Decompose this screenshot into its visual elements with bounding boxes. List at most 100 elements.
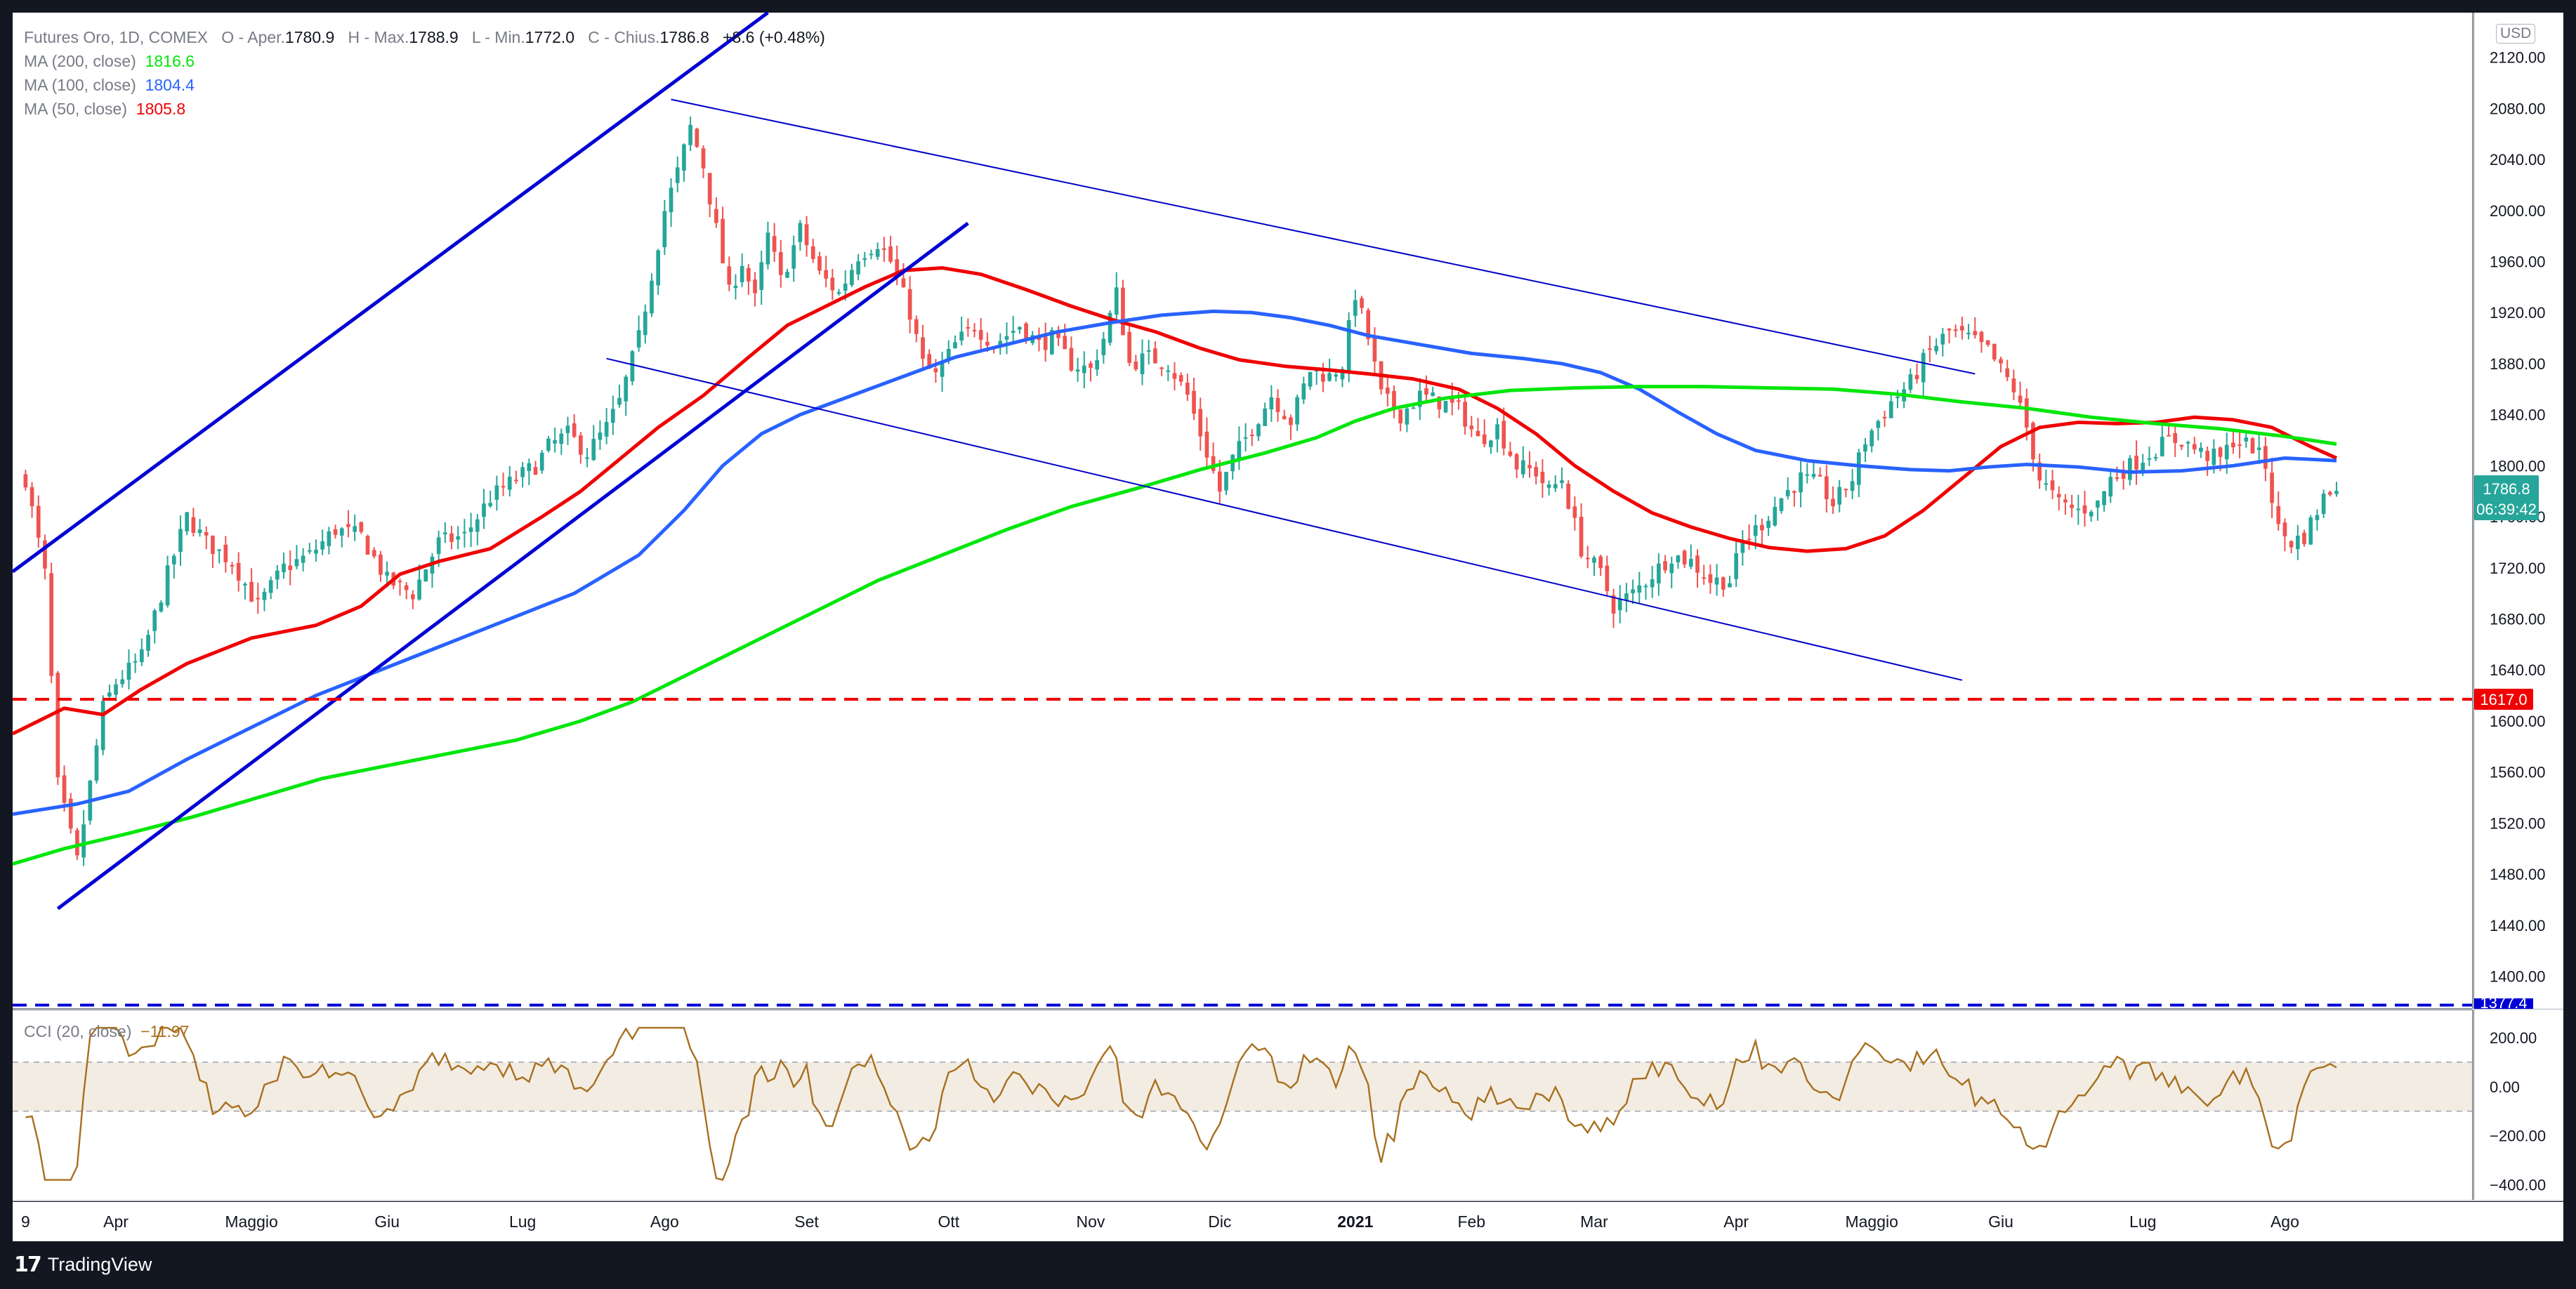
candle-body <box>2199 447 2203 452</box>
price-axis-pane[interactable] <box>2474 13 2563 1200</box>
candle-body <box>946 349 951 361</box>
candle-body <box>2031 423 2035 460</box>
trendline[interactable] <box>11 11 769 574</box>
candle-body <box>1192 390 1196 414</box>
time-axis-pane[interactable] <box>13 1202 2563 1241</box>
ma200-legend[interactable]: MA (200, close) 1816.6 <box>24 52 195 70</box>
cci-value: −11.97 <box>140 1022 190 1040</box>
candle-body <box>1263 408 1268 426</box>
cci-axis: 200.00 0.00 −200.00 −400.00 <box>2490 1029 2546 1194</box>
candle-body <box>327 531 331 546</box>
candle-body <box>1624 593 1629 601</box>
candle-body <box>120 679 125 685</box>
tradingview-logo[interactable]: 𝟭𝟳 TradingView <box>14 1252 152 1277</box>
candle-body <box>1592 557 1596 563</box>
candle-body <box>1508 451 1513 456</box>
trendline[interactable] <box>671 98 1976 375</box>
currency-badge[interactable]: USD <box>2496 24 2536 44</box>
candle-body <box>2244 437 2249 442</box>
candle-body <box>2289 541 2294 548</box>
candle-body <box>1985 340 1990 345</box>
candle-body <box>675 167 680 183</box>
bottom-level-tag: 1377.4 <box>2474 994 2533 1012</box>
candle-body <box>223 544 228 562</box>
candle-body <box>1837 487 1842 505</box>
candle-body <box>501 486 506 488</box>
price-tick-label: 2120.00 <box>2490 49 2546 67</box>
candle-body <box>23 474 28 488</box>
candle-body <box>379 554 383 575</box>
candle-body <box>217 549 221 551</box>
candle-body <box>1450 396 1454 403</box>
candle-body <box>2270 472 2274 503</box>
price-pane[interactable] <box>13 13 2472 1008</box>
candle-body <box>2250 438 2255 454</box>
candle-body <box>1185 383 1190 395</box>
candle-body <box>243 583 247 586</box>
candle-body <box>2302 532 2306 544</box>
tradingview-wordmark: TradingView <box>47 1254 152 1275</box>
candle-body <box>191 517 196 533</box>
candle-body <box>630 351 635 382</box>
candle-body <box>1282 416 1287 419</box>
svg-text:1617.0: 1617.0 <box>2480 691 2527 708</box>
symbol-title[interactable]: Futures Oro, 1D, COMEX <box>24 28 209 46</box>
cci-legend[interactable]: CCI (20, close) −11.97 <box>24 1022 189 1041</box>
candle-body <box>1534 467 1539 477</box>
candle-body <box>2167 435 2171 437</box>
candle-body <box>1921 352 1926 383</box>
time-tick-label: Maggio <box>225 1212 277 1231</box>
candle-body <box>740 265 744 282</box>
ma100-legend[interactable]: MA (100, close) 1804.4 <box>24 76 195 94</box>
open-label: O - Aper. <box>221 28 285 46</box>
candle-body <box>385 571 389 576</box>
candle-body <box>1799 472 1803 493</box>
candle-body <box>2037 462 2042 481</box>
price-tick-label: 2040.00 <box>2490 151 2546 168</box>
candle-body <box>411 594 415 600</box>
ma100-value: 1804.4 <box>145 76 195 94</box>
candle-body <box>1489 440 1493 447</box>
price-tick-label: 1640.00 <box>2490 661 2546 679</box>
price-axis: 2120.00 2080.00 2040.00 2000.00 1960.00 1920.… <box>2490 49 2546 986</box>
time-tick-label: 9 <box>21 1212 30 1231</box>
candle-body <box>1495 424 1499 439</box>
candle-body <box>1431 392 1435 396</box>
candle-body <box>1385 388 1390 394</box>
candle-body <box>185 512 190 531</box>
candle-body <box>1876 421 1881 428</box>
ma50-value: 1805.8 <box>136 100 186 118</box>
candle-body <box>1540 471 1545 484</box>
candle-body <box>598 432 603 440</box>
trendline[interactable] <box>56 221 969 911</box>
candle-body <box>1301 383 1306 399</box>
candle-body <box>2063 499 2068 503</box>
candle-body <box>2327 491 2332 495</box>
cci-tick-label: −400.00 <box>2490 1177 2546 1194</box>
candle-body <box>1514 454 1519 470</box>
ma50-legend[interactable]: MA (50, close) 1805.8 <box>24 100 186 118</box>
candle-body <box>914 319 919 334</box>
candle-body <box>1140 353 1145 374</box>
close-label: C - Chius. <box>588 28 660 46</box>
price-tick-label: 1440.00 <box>2490 917 2546 934</box>
candle-body <box>507 476 512 490</box>
candle-body <box>895 259 900 277</box>
trendline[interactable] <box>606 357 1963 681</box>
candle-body <box>1805 474 1810 476</box>
candle-body <box>539 452 544 471</box>
candle-body <box>417 579 421 600</box>
candle-body <box>1740 541 1745 553</box>
symbol-legend: Futures Oro, 1D, COMEX O - Aper.1780.9 H… <box>24 25 825 121</box>
tradingview-logo-icon: 𝟭𝟳 <box>14 1253 42 1276</box>
candle-body <box>1166 370 1171 372</box>
candle-body <box>494 485 499 500</box>
candle-body <box>753 279 757 293</box>
time-tick-label: Ago <box>650 1212 679 1231</box>
candle-body <box>2076 508 2081 510</box>
moving-average-line <box>12 309 2337 817</box>
candle-body <box>2218 447 2223 457</box>
candle-body <box>1476 430 1480 437</box>
candle-body <box>1153 348 1157 364</box>
